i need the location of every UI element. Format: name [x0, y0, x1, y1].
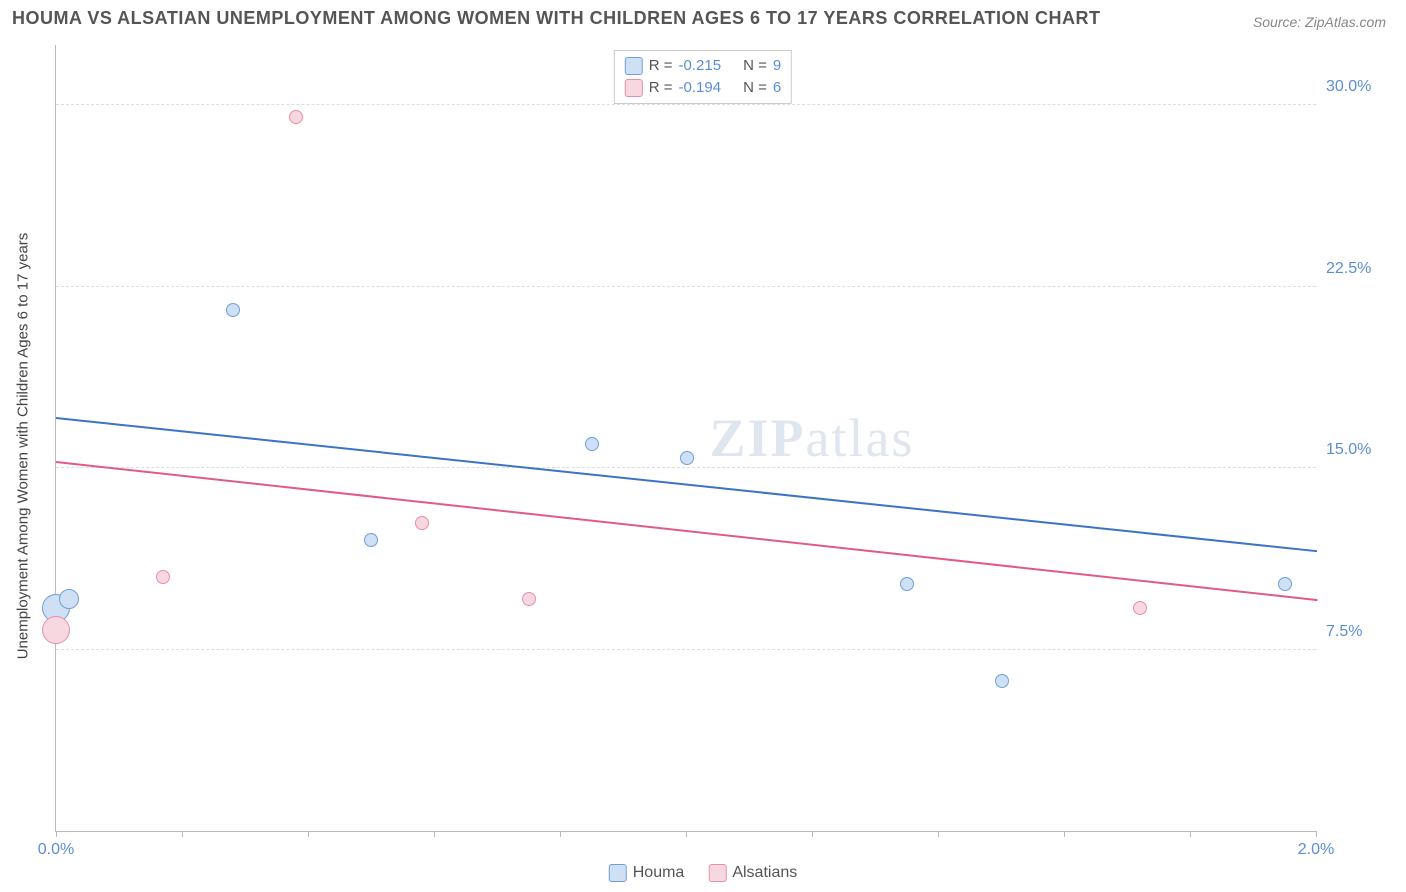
y-tick-label: 22.5% [1326, 260, 1386, 278]
trend-line [56, 417, 1317, 552]
r-value: -0.215 [679, 55, 722, 77]
data-point [1133, 601, 1147, 615]
data-point [42, 616, 70, 644]
legend-swatch [625, 79, 643, 97]
x-tick [1190, 831, 1191, 837]
x-tick [182, 831, 183, 837]
n-label: N = [743, 77, 767, 99]
legend-swatch [708, 864, 726, 882]
data-point [995, 674, 1009, 688]
legend-row: R = -0.215 N = 9 [625, 55, 781, 77]
x-tick-label: 0.0% [38, 841, 74, 859]
data-point [522, 592, 536, 606]
gridline [56, 286, 1316, 287]
gridline [56, 649, 1316, 650]
gridline [56, 104, 1316, 105]
legend-row: R = -0.194 N = 6 [625, 77, 781, 99]
x-tick [1064, 831, 1065, 837]
chart-title: HOUMA VS ALSATIAN UNEMPLOYMENT AMONG WOM… [12, 8, 1101, 29]
x-tick [812, 831, 813, 837]
data-point [364, 533, 378, 547]
x-tick [938, 831, 939, 837]
y-tick-label: 7.5% [1326, 623, 1386, 641]
legend-swatch [609, 864, 627, 882]
data-point [900, 577, 914, 591]
r-value: -0.194 [679, 77, 722, 99]
n-value: 9 [773, 55, 781, 77]
r-label: R = [649, 55, 673, 77]
watermark-bold: ZIP [710, 408, 806, 468]
x-tick [1316, 831, 1317, 837]
data-point [1278, 577, 1292, 591]
n-label: N = [743, 55, 767, 77]
series-legend: Houma Alsatians [609, 864, 798, 882]
x-tick [686, 831, 687, 837]
watermark-light: atlas [806, 408, 915, 468]
x-tick [308, 831, 309, 837]
series-legend-item: Alsatians [708, 864, 797, 882]
data-point [156, 570, 170, 584]
y-tick-label: 15.0% [1326, 441, 1386, 459]
series-legend-item: Houma [609, 864, 685, 882]
x-tick [56, 831, 57, 837]
data-point [415, 516, 429, 530]
y-tick-label: 30.0% [1326, 78, 1386, 96]
data-point [585, 437, 599, 451]
x-tick [434, 831, 435, 837]
gridline [56, 467, 1316, 468]
source-attribution: Source: ZipAtlas.com [1253, 14, 1386, 30]
legend-swatch [625, 57, 643, 75]
data-point [59, 589, 79, 609]
data-point [226, 303, 240, 317]
n-value: 6 [773, 77, 781, 99]
x-tick [560, 831, 561, 837]
data-point [680, 451, 694, 465]
series-name: Alsatians [732, 864, 797, 882]
watermark-text: ZIPatlas [710, 407, 915, 469]
scatter-plot-area: ZIPatlas 7.5%15.0%22.5%30.0%0.0%2.0% [55, 45, 1316, 832]
series-name: Houma [633, 864, 685, 882]
y-axis-label: Unemployment Among Women with Children A… [15, 233, 32, 660]
x-tick-label: 2.0% [1298, 841, 1334, 859]
data-point [289, 110, 303, 124]
correlation-legend: R = -0.215 N = 9 R = -0.194 N = 6 [614, 50, 792, 104]
r-label: R = [649, 77, 673, 99]
